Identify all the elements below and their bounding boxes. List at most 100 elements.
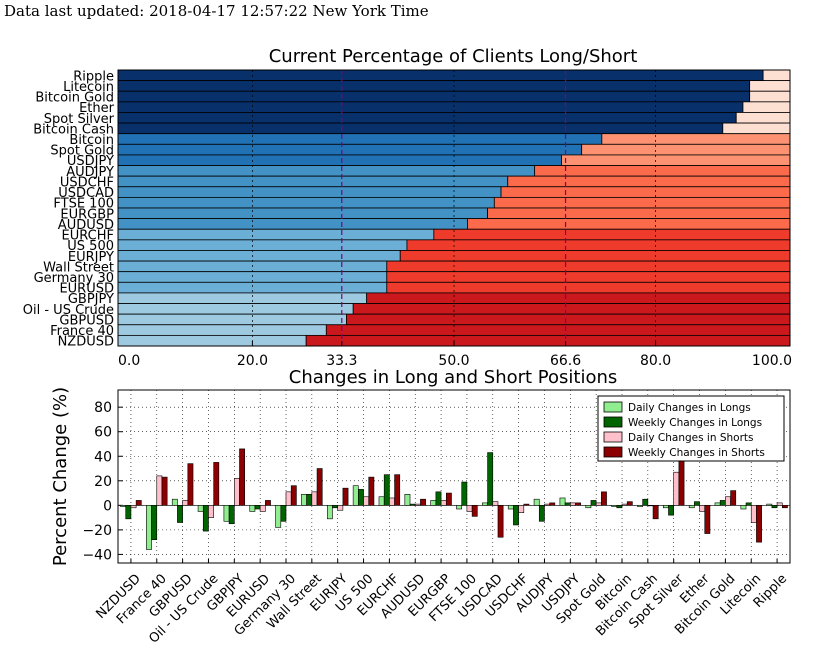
change-bar	[570, 502, 576, 506]
change-bar	[342, 487, 349, 506]
legend-label: Weekly Changes in Longs	[628, 417, 762, 429]
last-updated-text: Data last updated: 2018-04-17 12:57:22 N…	[4, 2, 429, 20]
change-bar	[208, 505, 214, 518]
category-label: Ripple	[73, 69, 114, 84]
change-bar	[492, 501, 499, 506]
change-bar	[585, 505, 592, 509]
y-tick-label: 80	[94, 400, 112, 416]
short-bar	[399, 250, 791, 262]
change-bar	[249, 505, 256, 512]
category-label: NZDUSD	[58, 335, 114, 350]
change-bar	[564, 502, 571, 506]
long-bar	[117, 334, 307, 347]
category-label: EURJPY	[68, 250, 114, 265]
change-bar	[187, 463, 194, 506]
long-bar	[117, 207, 489, 220]
change-bar	[285, 491, 292, 506]
x-tick-label: 100.0	[752, 353, 792, 369]
change-bar	[699, 505, 706, 512]
short-bar	[722, 122, 791, 135]
change-bar	[389, 497, 395, 506]
long-bar	[117, 90, 751, 103]
change-bar	[626, 501, 633, 506]
change-bar	[202, 505, 209, 532]
change-bar	[404, 493, 411, 506]
change-bar	[497, 505, 504, 538]
short-bar	[386, 271, 791, 283]
x-tick-label: 33.3	[326, 353, 357, 369]
x-tick-label: 20.0	[237, 353, 268, 369]
change-bar	[440, 500, 447, 506]
change-bar	[756, 505, 762, 543]
top-chart-title: Current Percentage of Clients Long/Short	[269, 46, 638, 67]
short-bar	[581, 143, 791, 156]
change-bar	[688, 505, 695, 509]
change-bar	[745, 502, 752, 506]
change-bar	[781, 505, 788, 509]
category-label: Wall Street	[43, 260, 114, 275]
short-bar	[500, 186, 791, 198]
category-label: Oil - US Crude	[23, 303, 114, 318]
change-bar	[776, 502, 783, 506]
long-bar	[117, 165, 536, 177]
change-bar	[234, 478, 240, 506]
bottom-plot-frame	[117, 389, 791, 564]
change-bar	[337, 505, 344, 511]
category-label: GBPJPY	[68, 292, 114, 307]
short-bar	[749, 90, 791, 103]
change-bar	[151, 505, 158, 540]
change-bar	[538, 505, 545, 522]
long-bar	[117, 186, 502, 198]
change-bar	[177, 505, 183, 523]
change-bar	[135, 500, 142, 506]
change-bar	[740, 505, 747, 510]
change-bar	[642, 498, 649, 506]
change-bar	[409, 503, 416, 506]
short-bar	[346, 313, 791, 326]
legend-label: Weekly Changes in Shorts	[628, 447, 765, 459]
category-label: Litecoin	[63, 80, 114, 95]
long-bar	[117, 175, 509, 188]
change-bar	[471, 505, 478, 517]
short-bar	[467, 218, 791, 230]
long-bar	[117, 101, 744, 113]
long-bar	[117, 196, 495, 209]
long-bar	[117, 250, 401, 262]
category-label: US 500	[67, 239, 114, 254]
change-bar	[332, 505, 338, 509]
category-label: AUDUSD	[58, 218, 114, 233]
category-label: France 40	[50, 324, 114, 339]
change-bar	[301, 493, 307, 506]
change-bar	[662, 505, 669, 509]
long-bar	[117, 239, 408, 251]
change-bar	[678, 458, 685, 506]
category-label: USDCHF	[60, 175, 114, 190]
long-bar	[117, 122, 724, 135]
category-label: EURCHF	[62, 229, 114, 244]
change-bar	[383, 474, 390, 506]
change-bar	[146, 505, 152, 550]
change-bar	[466, 505, 473, 512]
change-bar	[544, 503, 550, 506]
change-bar	[265, 500, 271, 506]
category-label: Bitcoin Cash	[33, 122, 114, 137]
y-tick-label: 60	[94, 425, 112, 441]
change-bar	[363, 496, 370, 506]
change-bar	[420, 498, 426, 506]
change-bar	[647, 505, 654, 507]
change-bar	[507, 505, 514, 510]
change-bar	[254, 505, 261, 510]
change-bar	[280, 505, 287, 522]
long-bar	[117, 303, 354, 315]
short-bar	[366, 292, 791, 304]
change-bar	[290, 485, 297, 506]
short-bar	[386, 281, 791, 294]
short-bar	[749, 80, 791, 92]
change-bar	[518, 505, 525, 513]
y-tick-label: 20	[94, 474, 112, 490]
long-bar	[117, 133, 603, 145]
legend-swatch	[603, 401, 623, 413]
change-bar	[611, 505, 618, 507]
